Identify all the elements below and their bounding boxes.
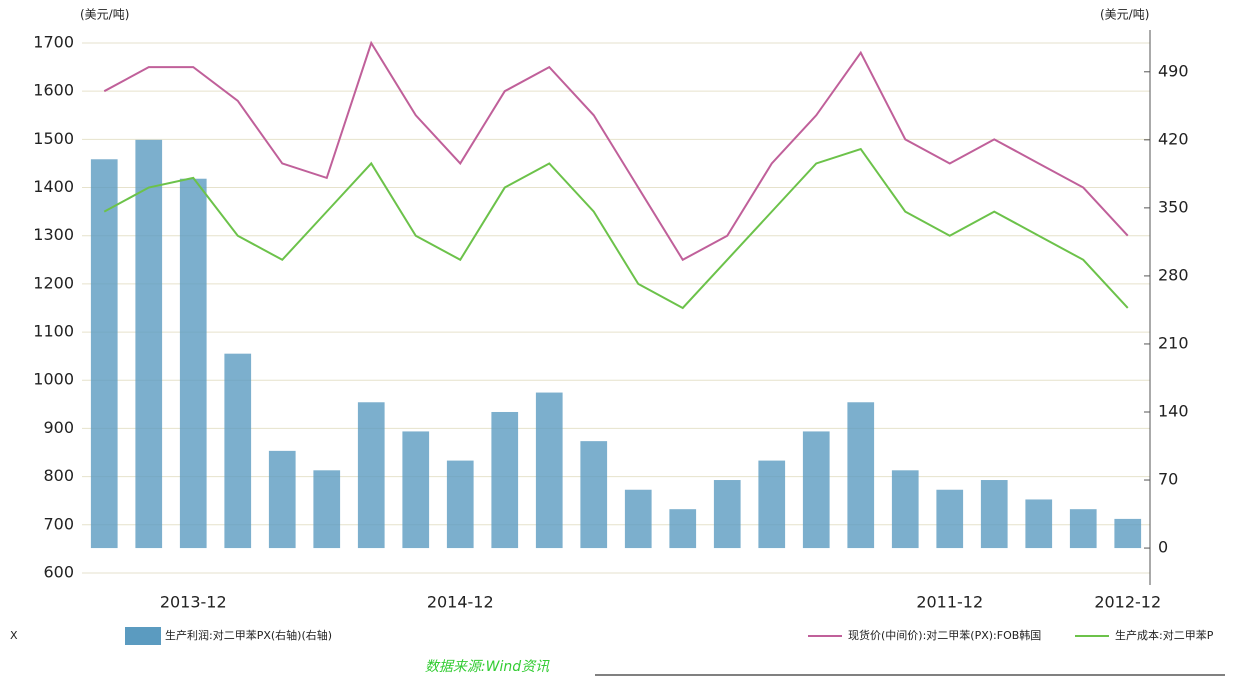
legend-label: 生产成本:对二甲苯P — [1115, 628, 1214, 642]
y-tick-label: 1300 — [33, 225, 74, 244]
bar — [1025, 499, 1052, 548]
y-tick-label: 1200 — [33, 273, 74, 292]
bar — [180, 179, 207, 548]
y-tick-label: 1000 — [33, 370, 74, 389]
bar — [447, 461, 474, 548]
y2-tick-label: 420 — [1158, 129, 1189, 148]
bar — [135, 140, 162, 548]
legend-label: 生产利润:对二甲苯PX(右轴)(右轴) — [165, 628, 332, 642]
legend-fragment: X — [10, 629, 18, 642]
y-tick-label: 600 — [43, 562, 74, 581]
bar — [358, 402, 385, 548]
y-tick-label: 900 — [43, 418, 74, 437]
bar — [892, 470, 919, 548]
source: 数据来源:Wind资讯 — [425, 659, 550, 675]
bar — [758, 461, 785, 548]
y2-tick-label: 280 — [1158, 265, 1189, 284]
y-tick-label: 1700 — [33, 33, 74, 52]
bar — [269, 451, 296, 548]
chart: (美元/吨) (美元/吨) X 数据来源:Wind资讯 600700800900… — [0, 0, 1242, 679]
bar — [981, 480, 1008, 548]
y-tick-label: 800 — [43, 466, 74, 485]
bar — [669, 509, 696, 548]
bar — [536, 393, 563, 549]
bar — [402, 431, 429, 548]
bar — [313, 470, 340, 548]
bar — [580, 441, 607, 548]
y-tick-label: 1600 — [33, 81, 74, 100]
y2-tick-label: 210 — [1158, 333, 1189, 352]
bar — [936, 490, 963, 548]
y-tick-label: 700 — [43, 514, 74, 533]
left-unit: (美元/吨) — [80, 8, 129, 22]
line — [104, 43, 1128, 260]
y2-tick-label: 350 — [1158, 197, 1189, 216]
bar — [224, 354, 251, 548]
y-tick-label: 1100 — [33, 322, 74, 341]
y2-tick-label: 0 — [1158, 538, 1168, 557]
legend-label: 现货价(中间价):对二甲苯(PX):FOB韩国 — [848, 628, 1041, 642]
x-tick-label: 2012-12 — [1094, 593, 1161, 612]
bar — [847, 402, 874, 548]
bar — [491, 412, 518, 548]
bar — [1114, 519, 1141, 548]
y2-tick-label: 490 — [1158, 61, 1189, 80]
x-tick-label: 2013-12 — [160, 593, 227, 612]
bar — [91, 159, 118, 548]
y-tick-label: 1500 — [33, 129, 74, 148]
x-tick-label: 2011-12 — [916, 593, 983, 612]
legend-swatch — [125, 627, 161, 645]
right-unit: (美元/吨) — [1100, 8, 1149, 22]
y-tick-label: 1400 — [33, 177, 74, 196]
y2-tick-label: 140 — [1158, 401, 1189, 420]
bar — [803, 431, 830, 548]
bar — [625, 490, 652, 548]
bar — [714, 480, 741, 548]
y2-tick-label: 70 — [1158, 470, 1178, 489]
bar — [1070, 509, 1097, 548]
x-tick-label: 2014-12 — [427, 593, 494, 612]
